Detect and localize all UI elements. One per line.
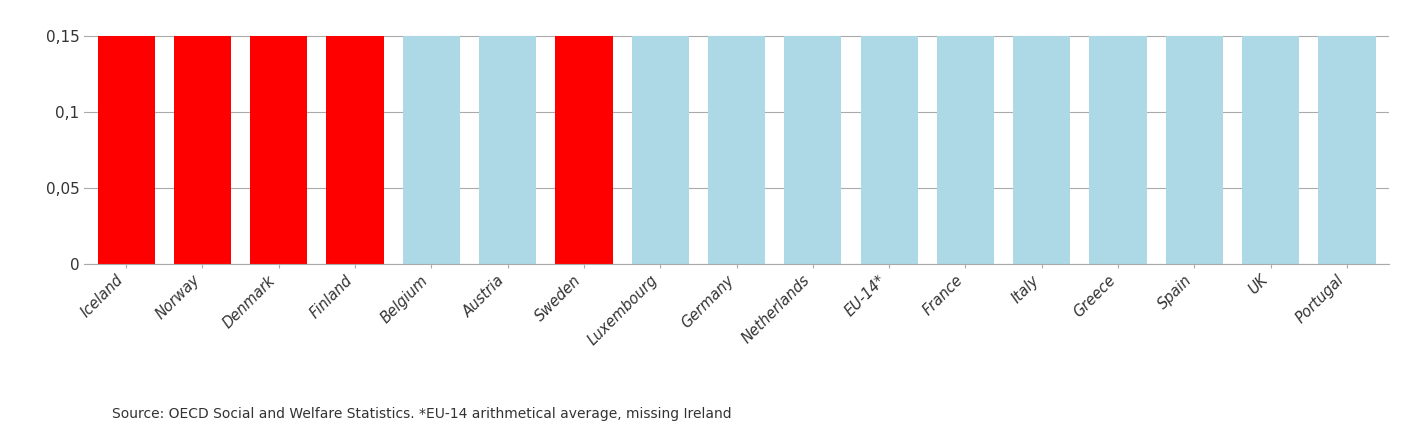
Text: Source: OECD Social and Welfare Statistics. *EU-14 arithmetical average, missing: Source: OECD Social and Welfare Statisti… xyxy=(112,407,732,421)
Bar xyxy=(631,36,689,264)
Bar xyxy=(556,36,613,264)
Bar xyxy=(1319,36,1375,264)
Bar xyxy=(478,36,536,264)
Bar xyxy=(174,36,231,264)
Bar xyxy=(784,36,842,264)
Bar xyxy=(937,36,995,264)
Bar xyxy=(1242,36,1299,264)
Bar xyxy=(327,36,383,264)
Bar xyxy=(709,36,765,264)
Bar xyxy=(1090,36,1146,264)
Bar xyxy=(98,36,154,264)
Bar xyxy=(403,36,460,264)
Bar xyxy=(1013,36,1070,264)
Bar xyxy=(250,36,307,264)
Bar xyxy=(1166,36,1223,264)
Bar xyxy=(860,36,918,264)
